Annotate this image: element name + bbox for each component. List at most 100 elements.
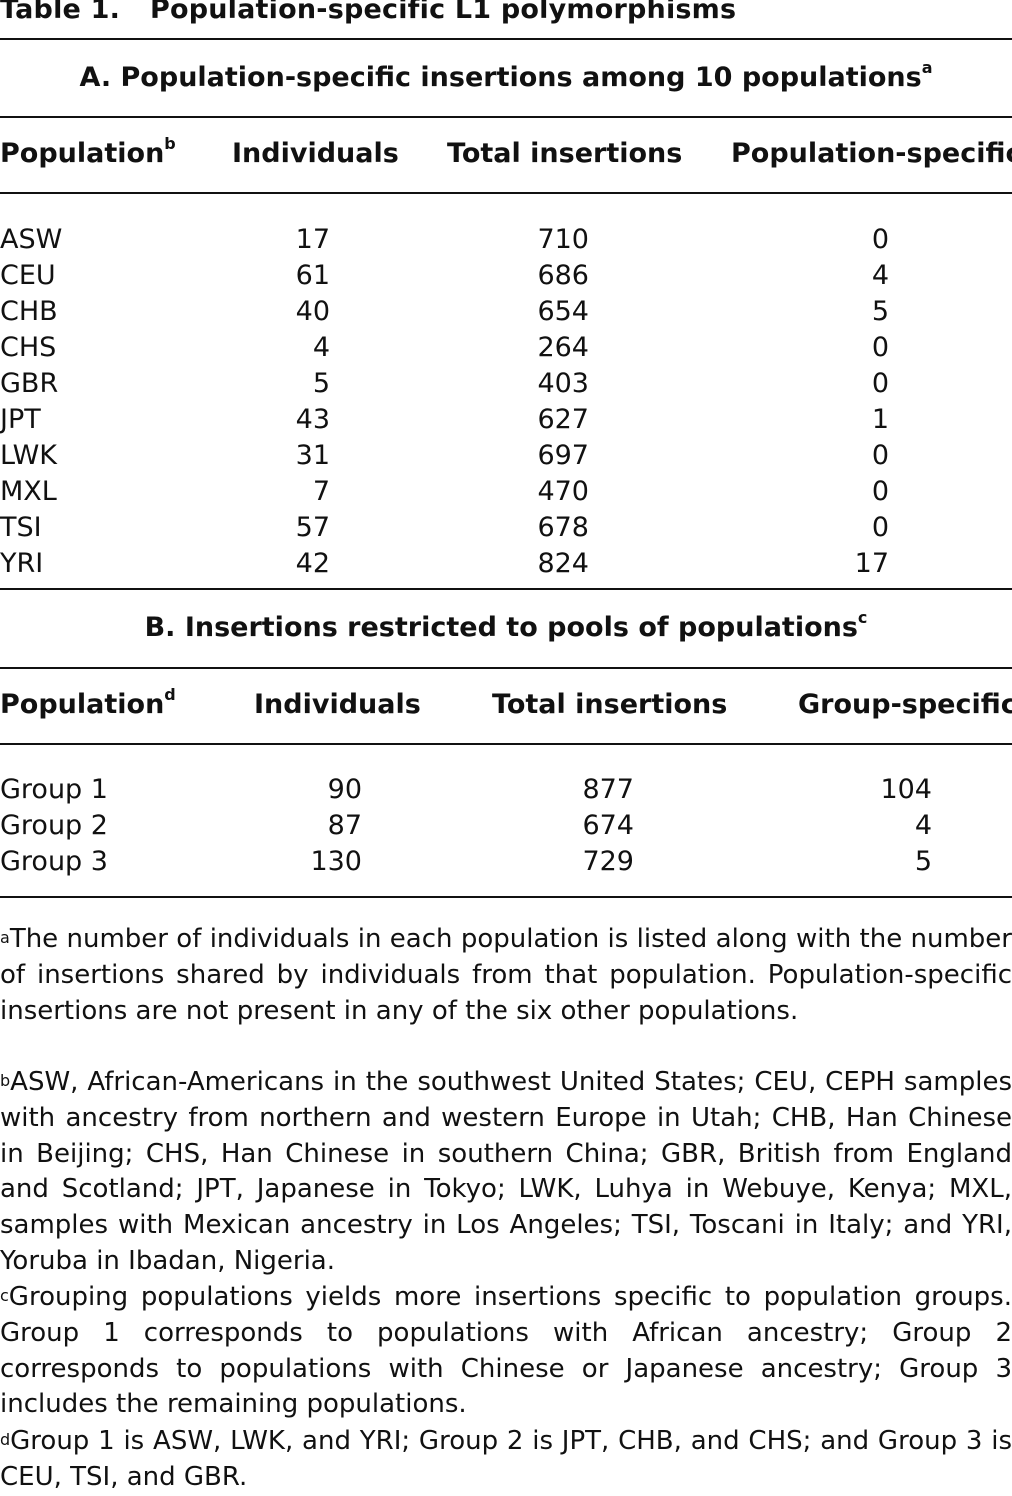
section-a-cell-individuals: 7 [312,476,330,507]
section-b-header-group-specific: Group-specific [798,689,1012,720]
section-b-cell-individuals: 130 [310,846,362,877]
section-b-cell-specific: 4 [914,810,932,841]
footnote-mark: a [0,928,10,947]
section-a-cell-population: ASW [0,224,63,255]
footnote-text: ASW, African-Americans in the southwest … [0,1067,1012,1276]
footnote-text: The number of individuals in each popula… [0,924,1012,1026]
section-a-cell-population: TSI [0,512,42,543]
section-a-title: A. Population-specific insertions among … [79,58,933,93]
section-b-table-row: Group 3 130 729 5 [0,844,1012,880]
footnote-b: bASW, African-Americans in the southwest… [0,1065,1012,1280]
section-b-header-rule [0,743,1012,745]
section-a-cell-population: YRI [0,548,44,579]
section-a-cell-specific: 5 [871,296,889,327]
section-a-cell-total-insertions: 654 [537,296,589,327]
section-a-table-row: GBR 5 403 0 [0,366,1012,402]
section-a-cell-specific: 4 [871,260,889,291]
section-a-table-row: JPT 43 627 1 [0,402,1012,438]
section-a-bottom-rule [0,588,1012,590]
section-a-cell-population: GBR [0,368,59,399]
section-b-header-footnote-mark: d [164,685,176,704]
section-a-cell-population: JPT [0,404,41,435]
section-a-cell-specific: 0 [871,476,889,507]
section-a-table-row: CHB 40 654 5 [0,294,1012,330]
section-a-cell-individuals: 61 [295,260,330,291]
section-a-table-row: ASW 17 710 0 [0,222,1012,258]
section-a-header-footnote-mark: b [164,134,176,153]
section-a-cell-total-insertions: 470 [537,476,589,507]
footnote-mark: d [0,1430,11,1449]
section-b-cell-individuals: 90 [327,774,362,805]
section-a-cell-specific: 0 [871,512,889,543]
top-rule [0,38,1012,40]
section-b-bottom-rule [0,896,1012,898]
section-b-cell-total-insertions: 729 [582,846,634,877]
section-a-rule [0,116,1012,118]
section-a-cell-individuals: 57 [295,512,330,543]
section-a-cell-total-insertions: 678 [537,512,589,543]
section-b-cell-total-insertions: 674 [582,810,634,841]
section-a-cell-total-insertions: 264 [537,332,589,363]
section-b-cell-specific: 104 [880,774,932,805]
section-a-cell-population: CHB [0,296,58,327]
section-a-cell-individuals: 31 [295,440,330,471]
section-b-rule [0,667,1012,669]
section-a-cell-population: CHS [0,332,57,363]
section-a-cell-total-insertions: 710 [537,224,589,255]
footnote-mark: c [0,1286,9,1305]
section-b-cell-specific: 5 [914,846,932,877]
section-b-cell-population: Group 3 [0,846,108,877]
table-label: Table 1. [0,0,121,25]
section-b-cell-population: Group 2 [0,810,108,841]
footnote-d: dGroup 1 is ASW, LWK, and YRI; Group 2 i… [0,1424,1012,1496]
section-b-cell-total-insertions: 877 [582,774,634,805]
section-b-header-population: Populationd [0,685,176,720]
section-a-cell-population: LWK [0,440,57,471]
section-a-table-row: LWK 31 697 0 [0,438,1012,474]
section-a-header-total-insertions: Total insertions [447,138,683,169]
section-a-cell-individuals: 40 [295,296,330,327]
section-a-cell-total-insertions: 686 [537,260,589,291]
section-a-table-row: CEU 61 686 4 [0,258,1012,294]
section-a-cell-individuals: 5 [312,368,330,399]
section-a-header-population-specific: Population-specific [731,138,1012,169]
table-caption: Table 1. Population-specific L1 polymorph… [0,0,736,25]
table-title: Population-specific L1 polymorphisms [150,0,737,25]
section-a-table-row: MXL 7 470 0 [0,474,1012,510]
section-a-cell-total-insertions: 627 [537,404,589,435]
section-a-cell-individuals: 42 [295,548,330,579]
section-a-cell-population: MXL [0,476,57,507]
footnote-text: Group 1 is ASW, LWK, and YRI; Group 2 is… [0,1426,1012,1492]
section-a-header-rule [0,192,1012,194]
section-a-cell-specific: 17 [854,548,889,579]
section-b-cell-population: Group 1 [0,774,108,805]
section-a-cell-specific: 0 [871,332,889,363]
section-a-cell-population: CEU [0,260,56,291]
section-b-table-row: Group 2 87 674 4 [0,808,1012,844]
section-a-header-population: Populationb [0,134,176,169]
footnote-a: aThe number of individuals in each popul… [0,922,1012,1029]
section-a-cell-specific: 1 [871,404,889,435]
section-b-header-total-insertions: Total insertions [492,689,728,720]
section-a-cell-total-insertions: 403 [537,368,589,399]
footnote-c: cGrouping populations yields more insert… [0,1280,1012,1423]
section-a-title-footnote-mark: a [921,58,933,77]
footnote-text: Grouping populations yields more inserti… [0,1282,1012,1420]
section-a-cell-specific: 0 [871,440,889,471]
section-b-table-row: Group 1 90 877 104 [0,772,1012,808]
section-a-table-row: CHS 4 264 0 [0,330,1012,366]
section-a-table-row: YRI 42 824 17 [0,546,1012,582]
section-a-cell-individuals: 43 [295,404,330,435]
section-b-cell-individuals: 87 [327,810,362,841]
section-a-header-individuals: Individuals [232,138,399,169]
footnote-mark: b [0,1071,11,1090]
section-a-cell-individuals: 4 [312,332,330,363]
section-b-header-individuals: Individuals [254,689,421,720]
section-a-cell-individuals: 17 [295,224,330,255]
section-b-title: B. Insertions restricted to pools of pop… [144,608,868,643]
section-a-cell-specific: 0 [871,224,889,255]
section-a-cell-total-insertions: 697 [537,440,589,471]
section-a-cell-specific: 0 [871,368,889,399]
section-a-table-row: TSI 57 678 0 [0,510,1012,546]
section-a-cell-total-insertions: 824 [537,548,589,579]
